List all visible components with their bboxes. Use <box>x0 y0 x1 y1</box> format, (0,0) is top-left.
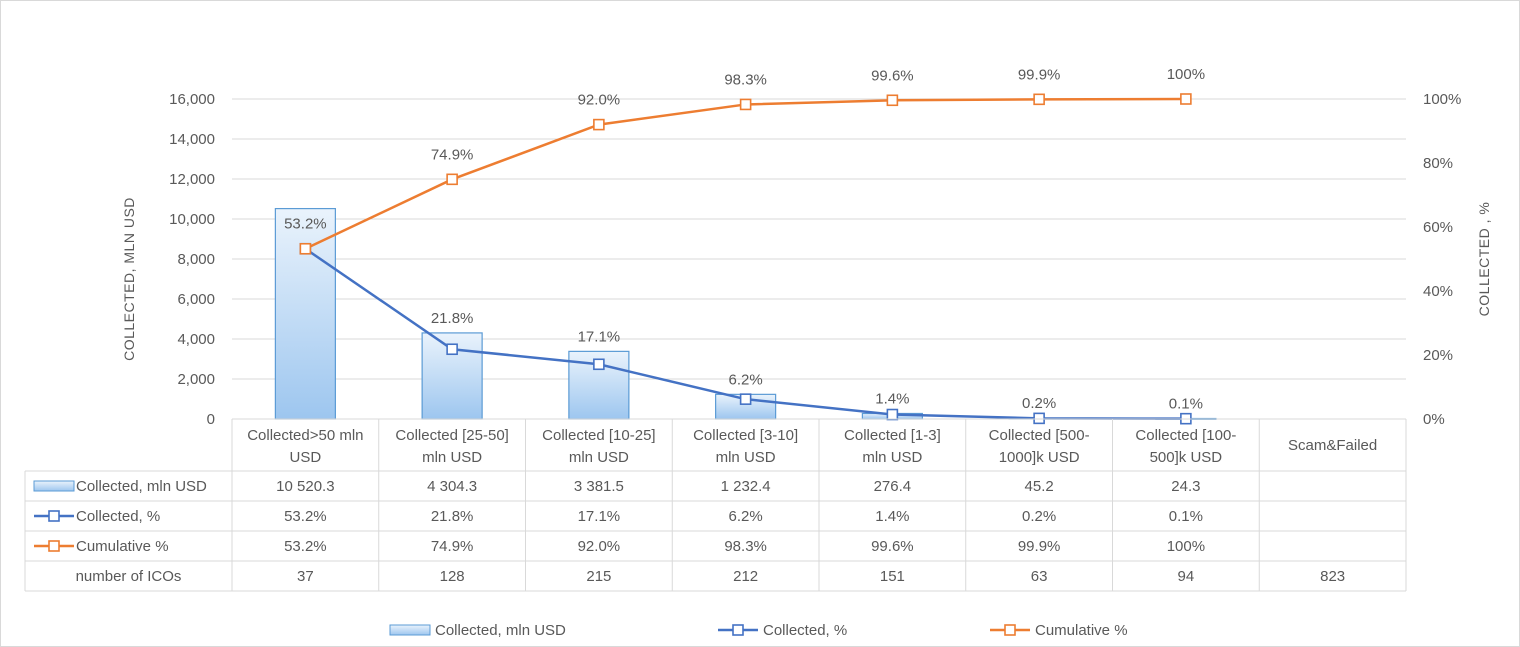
table-cell: 212 <box>733 568 758 585</box>
line-marker <box>886 408 899 421</box>
table-cell: 94 <box>1178 568 1195 585</box>
category-label: Scam&Failed <box>1288 437 1377 454</box>
legend-label: Cumulative % <box>1035 622 1128 639</box>
category-label: Collected [10-25] mln USD <box>542 427 655 466</box>
line-marker <box>739 393 752 405</box>
data-label: 1.4% <box>875 390 909 407</box>
table-cell: 1 232.4 <box>721 478 771 495</box>
y-tick-label: 16,000 <box>169 91 215 108</box>
legend-key-marker <box>1004 624 1016 636</box>
y2-axis-title: COLLECTED , % <box>1476 202 1492 317</box>
table-cell: 53.2% <box>284 538 327 555</box>
data-label: 0.1% <box>1169 396 1203 413</box>
y-tick-label: 12,000 <box>169 171 215 188</box>
table-cell: 17.1% <box>578 508 621 525</box>
category-label: Collected [3-10] mln USD <box>693 427 798 466</box>
table-cell: 99.6% <box>871 538 914 555</box>
legend-key-marker <box>48 540 60 552</box>
table-cell: 10 520.3 <box>276 478 334 495</box>
table-cell: 92.0% <box>578 538 621 555</box>
data-label: 53.2% <box>284 216 327 233</box>
line-marker <box>446 173 458 186</box>
data-label: 17.1% <box>578 328 621 345</box>
data-label: 92.0% <box>578 92 621 109</box>
table-cell: 6.2% <box>729 508 763 525</box>
category-label: Collected [500-1000]k USD <box>989 427 1090 466</box>
line-marker <box>739 98 752 111</box>
y2-tick-label: 20% <box>1423 347 1453 364</box>
table-cell: 1.4% <box>875 508 909 525</box>
table-cell: 37 <box>297 568 314 585</box>
legend-key-bar <box>33 480 75 492</box>
line-marker <box>446 343 458 356</box>
table-cell: 0.1% <box>1169 508 1203 525</box>
category-label: Collected [100-500]k USD <box>1135 427 1236 466</box>
table-cell: 98.3% <box>724 538 767 555</box>
line-marker <box>593 118 605 131</box>
data-label: 100% <box>1167 66 1205 83</box>
y-tick-label: 8,000 <box>177 251 215 268</box>
data-label: 0.2% <box>1022 395 1056 412</box>
table-cell: 53.2% <box>284 508 327 525</box>
y-tick-label: 0 <box>207 411 215 428</box>
legend-key-marker <box>48 510 60 522</box>
y2-tick-label: 60% <box>1423 219 1453 236</box>
y-tick-label: 10,000 <box>169 211 215 228</box>
category-label: Collected [1-3] mln USD <box>844 427 941 466</box>
y2-tick-label: 0% <box>1423 411 1445 428</box>
line-marker <box>1180 93 1192 105</box>
table-cell: 151 <box>880 568 905 585</box>
category-label: Collected [25-50] mln USD <box>395 427 508 466</box>
line-marker <box>593 358 605 371</box>
table-cell: 215 <box>586 568 611 585</box>
line-marker <box>1033 93 1045 106</box>
table-cell: 4 304.3 <box>427 478 477 495</box>
table-cell: 276.4 <box>874 478 912 495</box>
table-row-label: Collected, % <box>76 508 160 525</box>
table-cell: 24.3 <box>1171 478 1200 495</box>
table-cell: 74.9% <box>431 538 474 555</box>
y-tick-label: 6,000 <box>177 291 215 308</box>
y2-tick-label: 40% <box>1423 283 1453 300</box>
legend-key-bar <box>389 624 431 636</box>
table-cell: 3 381.5 <box>574 478 624 495</box>
table-row-label: Cumulative % <box>76 538 169 555</box>
legend-label: Collected, % <box>763 622 847 639</box>
y-tick-label: 14,000 <box>169 131 215 148</box>
line-marker <box>1033 412 1045 425</box>
y-axis-title: COLLECTED, MLN USD <box>121 197 137 361</box>
data-label: 99.9% <box>1018 66 1061 83</box>
data-label: 6.2% <box>729 371 763 388</box>
y-tick-label: 4,000 <box>177 331 215 348</box>
table-cell: 99.9% <box>1018 538 1061 555</box>
line-marker <box>299 242 312 255</box>
y2-tick-label: 100% <box>1423 91 1461 108</box>
category-label: Collected>50 mln USD <box>247 427 363 466</box>
data-label: 74.9% <box>431 146 474 163</box>
data-table: Collected>50 mln USD Collected [25-50] mln … <box>24 418 1407 592</box>
axes: 0 2,000 4,000 6,000 8,000 10,000 12,000 14,000 1… <box>169 91 1461 428</box>
table-cell: 21.8% <box>431 508 474 525</box>
legend: Collected, mln USD Collected, % Cumulative… <box>389 622 1128 639</box>
legend-key-marker <box>732 624 744 636</box>
legend-label: Collected, mln USD <box>435 622 566 639</box>
table-row-label: Collected, mln USD <box>76 478 207 495</box>
table-row-label: number of ICOs <box>76 568 182 585</box>
data-label: 98.3% <box>724 71 767 88</box>
data-labels: 53.2% 21.8% 17.1% 6.2% 1.4% 0.2% 0.1% 74.9% 92.0… <box>284 66 1205 413</box>
y-tick-label: 2,000 <box>177 371 215 388</box>
line-marker <box>886 94 899 107</box>
table-cell: 100% <box>1167 538 1205 555</box>
table-cell: 45.2 <box>1025 478 1054 495</box>
table-cell: 63 <box>1031 568 1048 585</box>
data-label: 21.8% <box>431 310 474 327</box>
table-cell: 128 <box>440 568 465 585</box>
table-cell: 823 <box>1320 568 1345 585</box>
data-label: 99.6% <box>871 67 914 84</box>
y2-tick-label: 80% <box>1423 155 1453 172</box>
table-cell: 0.2% <box>1022 508 1056 525</box>
